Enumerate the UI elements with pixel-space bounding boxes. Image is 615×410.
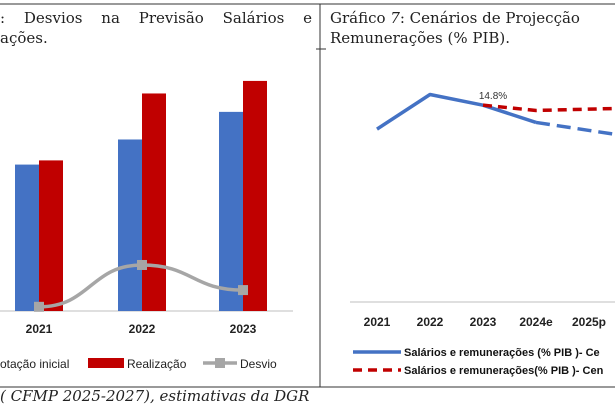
- left-chart-title-line2: ações.: [0, 29, 48, 47]
- bar-realizacao-2022: [142, 93, 166, 311]
- legend-label-desvio: Desvio: [240, 357, 277, 371]
- x-tick-label: 2025p: [572, 315, 606, 329]
- title-prefix: Gráfico: [330, 9, 391, 27]
- desvio-marker: [34, 301, 44, 312]
- bar-dotacao-2022: [118, 139, 142, 311]
- x-tick-label: 2022: [417, 315, 444, 329]
- legend-label-dotacao: otação inicial: [0, 357, 69, 371]
- title-number: 7: [390, 9, 400, 27]
- title-rest: : Cenários de Projecção: [399, 9, 580, 27]
- x-tick-label: 2022: [129, 322, 156, 336]
- left-legend: otação inicial Realização Desvio: [0, 357, 277, 371]
- line-cenario-base: [376, 92, 537, 131]
- x-tick-label: 2021: [364, 315, 391, 329]
- desvio-marker: [238, 285, 248, 296]
- right-chart-title: Gráfico 7: Cenários de Projecção Remuner…: [330, 8, 580, 48]
- line-cenario-base-projeccao: [535, 120, 615, 137]
- line-cenario-alternativo: [482, 103, 615, 113]
- bar-dotacao-2021: [15, 164, 39, 311]
- left-chart-title-line1: : Desvios na Previsão Salários e: [0, 9, 312, 27]
- legend-label-dashed: Salários e remunerações(% PIB )- Cen: [404, 365, 604, 377]
- x-tick-label: 2023: [470, 315, 497, 329]
- bar-dotacao-2023: [219, 111, 243, 311]
- legend-swatch-realizacao: [88, 358, 124, 368]
- source-note: ( CFMP 2025-2027), estimativas da DGR: [0, 387, 310, 405]
- right-line-chart: 2021 2022 2023 2024e 2025p 14.8% Salários e …: [350, 91, 615, 377]
- right-legend: Salários e remunerações (% PIB )- Ce Salá…: [353, 347, 604, 377]
- bar-realizacao-2023: [243, 80, 267, 312]
- left-bar-chart: 2021 2022 2023 otação inicial Realização Des…: [0, 80, 293, 371]
- x-tick-label: 2021: [26, 322, 53, 336]
- right-chart-title-line1: Gráfico 7: Cenários de Projecção: [330, 8, 580, 28]
- x-tick-label: 2023: [230, 322, 257, 336]
- x-tick-label: 2024e: [519, 315, 553, 329]
- data-label-2023: 14.8%: [479, 91, 507, 102]
- left-chart-title: : Desvios na Previsão Salários e ações.: [0, 8, 318, 48]
- legend-label-realizacao: Realização: [127, 357, 187, 371]
- legend-marker-desvio: [215, 358, 225, 368]
- right-chart-title-line2: Remunerações (% PIB).: [330, 29, 511, 47]
- bar-realizacao-2021: [39, 160, 63, 311]
- legend-label-solid: Salários e remunerações (% PIB )- Ce: [404, 347, 600, 359]
- desvio-marker: [137, 259, 147, 270]
